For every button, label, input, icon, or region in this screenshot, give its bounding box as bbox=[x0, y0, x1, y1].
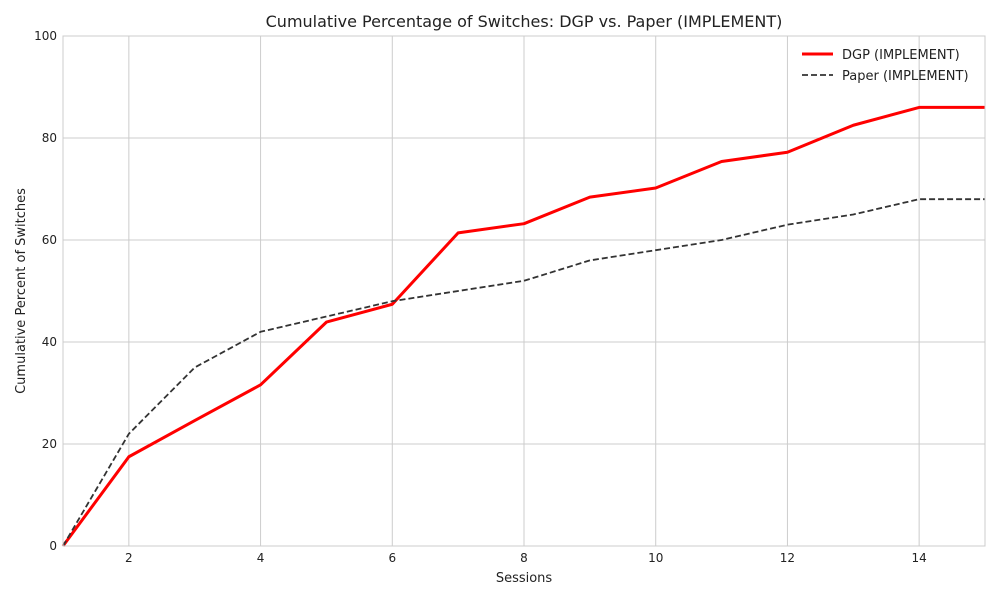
y-tick-label: 100 bbox=[34, 29, 57, 43]
y-axis-label: Cumulative Percent of Switches bbox=[14, 188, 29, 394]
x-tick-label: 6 bbox=[388, 551, 396, 565]
plot-frame bbox=[62, 35, 986, 547]
series-lines bbox=[61, 105, 985, 547]
x-axis-label: Sessions bbox=[496, 571, 553, 586]
grid bbox=[63, 35, 985, 547]
y-tick-label: 80 bbox=[42, 131, 57, 145]
y-tick-label: 0 bbox=[49, 539, 57, 553]
chart-title: Cumulative Percentage of Switches: DGP v… bbox=[266, 12, 783, 31]
x-tick-label: 8 bbox=[520, 551, 528, 565]
legend-label: DGP (IMPLEMENT) bbox=[842, 48, 960, 63]
y-tick-label: 20 bbox=[42, 437, 57, 451]
x-tick-label: 12 bbox=[780, 551, 795, 565]
y-tick-label: 60 bbox=[42, 233, 57, 247]
legend-label: Paper (IMPLEMENT) bbox=[842, 69, 969, 84]
y-tick-label: 40 bbox=[42, 335, 57, 349]
series-line-2 bbox=[62, 198, 985, 547]
x-tick-label: 4 bbox=[257, 551, 265, 565]
x-tick-label: 14 bbox=[912, 551, 927, 565]
axis-ticks: 2 4 6 8 10 12 14 0 20 40 60 80 100 bbox=[34, 29, 927, 565]
x-tick-label: 10 bbox=[648, 551, 663, 565]
series-line-1 bbox=[61, 105, 985, 547]
x-tick-label: 2 bbox=[125, 551, 133, 565]
legend: DGP (IMPLEMENT) Paper (IMPLEMENT) bbox=[802, 48, 969, 84]
